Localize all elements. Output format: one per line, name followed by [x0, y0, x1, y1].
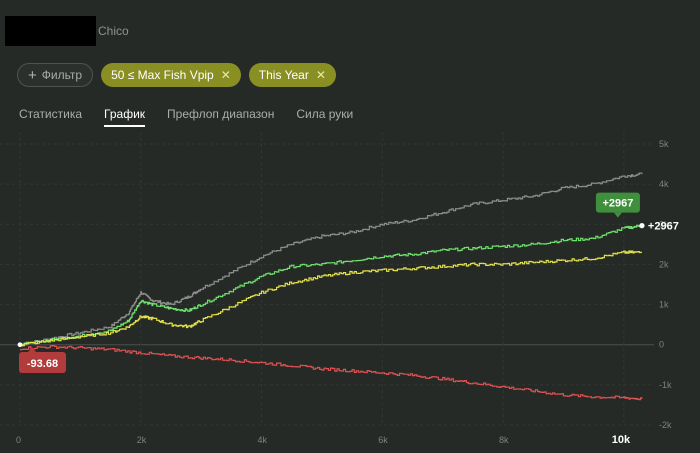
tab-graph[interactable]: График: [104, 107, 146, 127]
series-line-green: [20, 224, 643, 347]
y-tick-label: 5k: [659, 139, 669, 149]
series-line-gray: [20, 172, 643, 346]
x-tick-label: 4k: [258, 435, 268, 445]
x-tick-label: 8k: [499, 435, 509, 445]
profit-chart: 5k 4k 3k 2k 1k 0 -1k -2k 0 2k 4k 6k 8k 10k +2967 +2967 -…: [0, 130, 700, 453]
x-tick-label: 6k: [378, 435, 388, 445]
filter-bar: + Фильтр 50 ≤ Max Fish Vpip ✕ This Year …: [17, 63, 336, 87]
end-badge-label: +2967: [602, 198, 633, 210]
filter-chip-this-year[interactable]: This Year ✕: [248, 63, 336, 87]
header: Chico: [5, 16, 129, 46]
close-icon[interactable]: ✕: [220, 68, 231, 82]
series-line-yellow: [20, 250, 642, 347]
y-tick-label: 4k: [659, 179, 669, 189]
end-badge: [595, 192, 640, 213]
add-filter-label: Фильтр: [41, 68, 83, 82]
x-tick-label: 2k: [137, 435, 147, 445]
filter-chip-max-fish-vpip[interactable]: 50 ≤ Max Fish Vpip ✕: [101, 63, 241, 87]
end-point-marker: [639, 223, 645, 229]
x-tick-label: 0: [16, 435, 21, 445]
y-tick-label: 3k: [659, 219, 669, 229]
tab-preflop-range[interactable]: Префлоп диапазон: [167, 107, 275, 121]
end-badge-pointer: [613, 212, 622, 218]
y-tick-label: 1k: [659, 300, 669, 310]
profit-chart-svg: 5k 4k 3k 2k 1k 0 -1k -2k 0 2k 4k 6k 8k 10k +2967 +2967 -…: [0, 132, 679, 446]
tab-hand-strength[interactable]: Сила руки: [296, 107, 354, 121]
start-badge-label: -93.68: [27, 358, 58, 370]
y-tick-label: 2k: [659, 259, 669, 269]
plus-icon: +: [28, 66, 37, 84]
end-value-label: +2967: [648, 221, 679, 233]
tab-bar: Статистика График Префлоп диапазон Сила …: [19, 107, 375, 127]
series-line-red: [20, 345, 643, 401]
add-filter-button[interactable]: + Фильтр: [17, 63, 94, 87]
player-name: Chico: [98, 24, 129, 38]
filter-chip-label: 50 ≤ Max Fish Vpip: [111, 68, 214, 82]
y-tick-label: -2k: [659, 420, 672, 430]
filter-chip-label: This Year: [258, 68, 309, 82]
start-badge-pointer: [28, 347, 36, 352]
y-tick-label: 0: [659, 340, 664, 350]
start-point-marker: [17, 342, 23, 348]
close-icon[interactable]: ✕: [315, 68, 326, 82]
y-tick-label: -1k: [659, 380, 672, 390]
redacted-name-box: [5, 16, 96, 46]
start-badge: [19, 352, 66, 373]
tab-statistics[interactable]: Статистика: [19, 107, 83, 121]
x-tick-label: 10k: [612, 434, 631, 446]
